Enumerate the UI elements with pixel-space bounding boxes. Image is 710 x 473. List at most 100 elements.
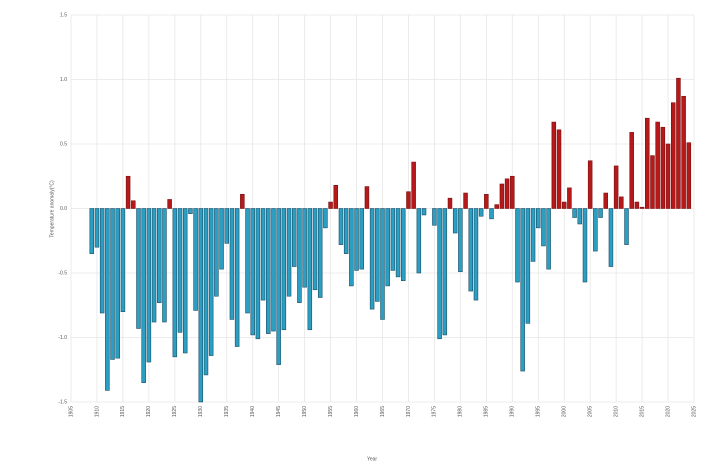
bar	[447, 197, 453, 209]
bar	[99, 208, 105, 314]
bar	[333, 184, 339, 209]
x-tick-label: 1905	[68, 406, 74, 417]
bar	[141, 208, 146, 383]
bar	[411, 161, 416, 209]
x-axis-title: Year	[367, 456, 377, 462]
bar	[551, 121, 557, 209]
bar	[567, 187, 572, 209]
bar	[484, 194, 489, 209]
bar	[504, 178, 510, 209]
y-tick-label: -1.0	[58, 335, 67, 341]
bar	[655, 121, 660, 209]
bar	[437, 208, 442, 340]
y-axis-title: Temperature anomaly(°C)	[49, 180, 55, 238]
bar	[338, 208, 344, 245]
bar	[619, 196, 624, 209]
bar	[157, 208, 162, 303]
bar	[271, 208, 276, 332]
bar	[650, 155, 655, 209]
bar	[354, 208, 359, 271]
bar	[385, 208, 390, 287]
x-tick-label: 1940	[250, 406, 256, 417]
bar	[208, 208, 214, 356]
bar	[489, 208, 494, 220]
bar	[115, 208, 120, 359]
x-tick-label: 2000	[562, 406, 568, 417]
bar	[608, 208, 614, 267]
bar	[686, 142, 692, 209]
bar	[613, 165, 619, 209]
x-tick-label: 2005	[587, 406, 593, 417]
x-tick-label: 1995	[536, 406, 542, 417]
bar	[188, 208, 193, 214]
bar	[89, 208, 95, 254]
bar	[676, 77, 681, 209]
bar	[266, 208, 271, 334]
bar	[380, 208, 385, 320]
x-tick-label: 2025	[691, 406, 697, 417]
bar	[670, 102, 676, 209]
bar	[131, 200, 136, 209]
x-tick-label: 1945	[276, 406, 282, 417]
x-tick-label: 1950	[302, 406, 308, 417]
bar	[167, 199, 172, 209]
bar	[421, 208, 427, 216]
bar	[291, 208, 297, 267]
bar	[546, 208, 551, 270]
bar	[120, 208, 126, 312]
bar	[401, 208, 406, 282]
bar	[494, 204, 499, 209]
bar	[177, 208, 183, 333]
x-tick-label: 1925	[172, 406, 178, 417]
bar	[593, 208, 598, 252]
bar	[525, 208, 531, 324]
bar	[136, 208, 141, 329]
bar	[660, 126, 666, 209]
bar	[468, 208, 474, 292]
bar	[343, 208, 349, 254]
bar	[276, 208, 281, 365]
bar	[416, 208, 422, 274]
bar	[307, 208, 313, 331]
x-tick-label: 1920	[146, 406, 152, 417]
bar	[240, 194, 245, 209]
bar	[556, 129, 562, 209]
bar	[369, 208, 375, 310]
bar	[214, 208, 219, 297]
bar	[302, 208, 307, 288]
x-tick-label: 1965	[380, 406, 386, 417]
bar	[146, 208, 152, 363]
bar	[172, 208, 178, 358]
bar	[577, 208, 583, 225]
bar	[229, 208, 235, 320]
x-tick-label: 1960	[354, 406, 360, 417]
bar	[297, 208, 302, 303]
bar	[432, 208, 437, 226]
bar	[473, 208, 479, 301]
bar	[328, 201, 333, 209]
bar	[219, 208, 224, 270]
bar	[245, 208, 250, 314]
bar	[203, 208, 209, 376]
bar	[349, 208, 354, 287]
bar	[193, 208, 198, 311]
bar	[198, 208, 204, 403]
bar	[162, 208, 167, 323]
bar	[323, 208, 328, 229]
x-tick-label: 2015	[639, 406, 645, 417]
bar	[390, 208, 396, 271]
bar	[312, 208, 318, 291]
bar	[582, 208, 588, 283]
bar	[561, 201, 567, 209]
bar	[603, 192, 608, 209]
bar	[234, 208, 240, 347]
bar	[286, 208, 292, 297]
y-tick-label: 0.0	[60, 206, 67, 212]
bar	[110, 208, 115, 360]
y-tick-label: -0.5	[58, 270, 67, 276]
bar	[639, 206, 645, 209]
bar	[629, 132, 634, 209]
y-tick-label: 0.5	[60, 141, 67, 147]
y-tick-label: 1.0	[60, 77, 67, 83]
